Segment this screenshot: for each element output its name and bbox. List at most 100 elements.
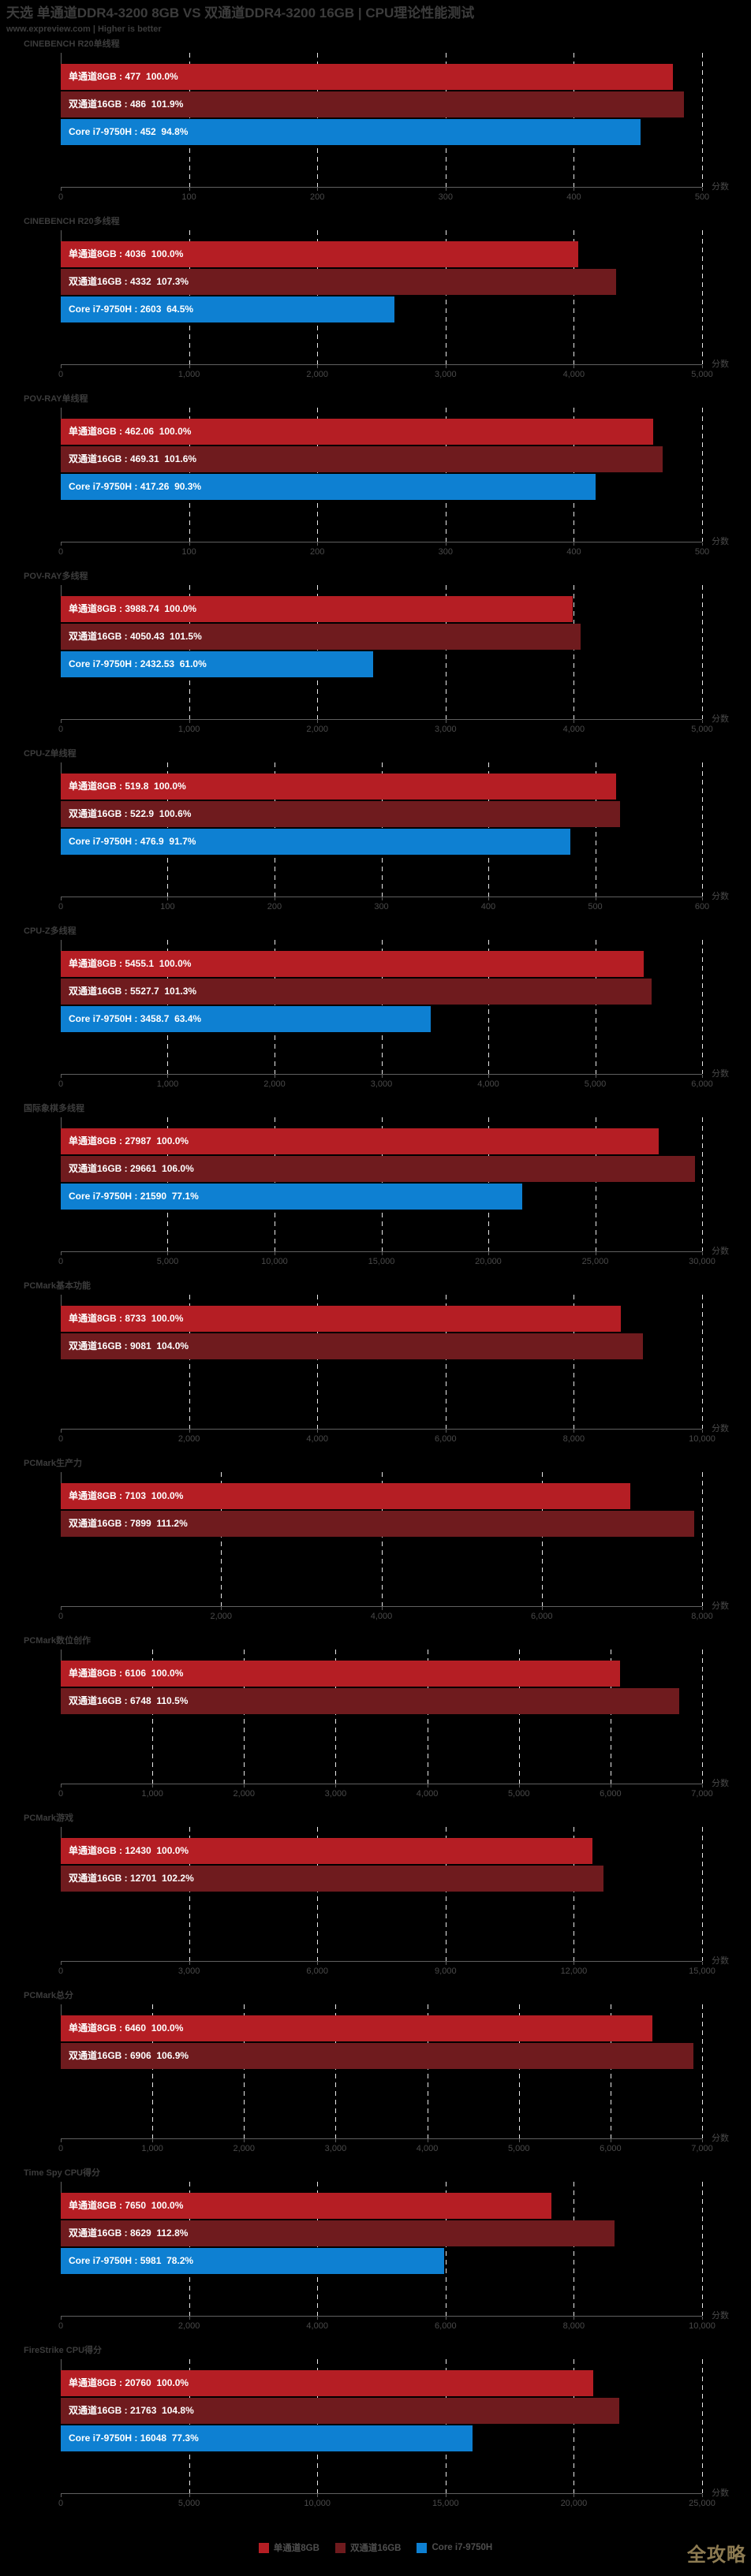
chart-title: CPU-Z多线程 (24, 926, 77, 936)
legend-item-dual-channel: 双通道16GB (334, 2541, 401, 2554)
tick-label: 400 (566, 192, 581, 202)
axis-zero-tick (61, 53, 62, 64)
benchmark-chart: CINEBENCH R20单线程 单通道8GB : 477 100.0% 双通道16… (0, 37, 751, 214)
plot: 单通道8GB : 6460 100.0% 双通道16GB : 6906 106.9… (61, 2004, 729, 2143)
bar-label: Core i7-9750H : 5981 78.2% (69, 2255, 194, 2266)
bar-label: 单通道8GB : 519.8 100.0% (69, 781, 186, 792)
plot: 单通道8GB : 7650 100.0% 双通道16GB : 8629 112.8… (61, 2182, 729, 2321)
tick-label: 3,000 (435, 725, 457, 734)
bar-core_i7: Core i7-9750H : 16048 77.3% (61, 2425, 473, 2451)
bar-label: 单通道8GB : 5455.1 100.0% (69, 958, 192, 969)
tick-mark (61, 2317, 62, 2320)
bar-single_channel: 单通道8GB : 519.8 100.0% (61, 774, 617, 800)
bar-single_channel: 单通道8GB : 3988.74 100.0% (61, 596, 573, 622)
tick-mark (488, 1252, 489, 1255)
tick-mark (189, 2317, 190, 2320)
plot: 单通道8GB : 20760 100.0% 双通道16GB : 21763 104… (61, 2359, 729, 2498)
tick-label: 15,000 (689, 1966, 716, 1976)
bar-label: 双通道16GB : 4050.43 101.5% (69, 631, 202, 642)
bar-label: 单通道8GB : 462.06 100.0% (69, 426, 192, 437)
tick-label: 6,000 (600, 1789, 622, 1799)
axis-ticks: 0 100 200 300 400 500 (58, 542, 709, 560)
tick-mark (702, 2317, 703, 2320)
legend-label-core-i7: Core i7-9750H (432, 2543, 493, 2552)
tick-label: 0 (58, 1966, 64, 1976)
bar-single_channel: 单通道8GB : 8733 100.0% (61, 1306, 621, 1332)
plot-area: 单通道8GB : 6460 100.0% 双通道16GB : 6906 106.9… (58, 2004, 729, 2157)
axis-ticks: 0 2,000 4,000 6,000 8,000 10,000 (58, 2317, 716, 2334)
tick-mark (518, 1784, 520, 1788)
axis-zero-tick (61, 408, 62, 419)
axis-zero-tick (61, 230, 62, 241)
bar-label: 双通道16GB : 4332 107.3% (69, 276, 189, 287)
plot: 单通道8GB : 519.8 100.0% 双通道16GB : 522.9 100… (61, 762, 729, 901)
bar-label: Core i7-9750H : 417.26 90.3% (69, 481, 202, 492)
axis-zero-tick (61, 1827, 62, 1838)
plot: 单通道8GB : 4036 100.0% 双通道16GB : 4332 107.3… (61, 230, 729, 369)
tick-label: 10,000 (689, 1434, 716, 1444)
watermark: 全攻略 (687, 2544, 746, 2566)
tick-mark (244, 1784, 245, 1788)
axis-zero-tick (61, 762, 62, 774)
tick-label: 5,000 (156, 1257, 179, 1266)
bar-label: 双通道16GB : 7899 111.2% (69, 1518, 188, 1529)
bar-label: 单通道8GB : 4036 100.0% (69, 248, 184, 259)
chart-title: PCMark总分 (24, 1991, 73, 2000)
plot-area: 单通道8GB : 27987 100.0% 双通道16GB : 29661 106… (58, 1117, 729, 1269)
bar-label: Core i7-9750H : 2603 64.5% (69, 304, 194, 315)
tick-mark (317, 188, 319, 191)
bar-dual_channel: 双通道16GB : 5527.7 101.3% (61, 979, 652, 1005)
tick-mark (189, 188, 190, 191)
bar-single_channel: 单通道8GB : 7103 100.0% (61, 1483, 630, 1509)
axis-unit-label: 分数 (712, 2311, 729, 2321)
plot-area: 单通道8GB : 12430 100.0% 双通道16GB : 12701 102… (58, 1827, 729, 1979)
tick-label: 2,000 (177, 1434, 200, 1444)
tick-label: 0 (58, 902, 64, 911)
plot: 单通道8GB : 6106 100.0% 双通道16GB : 6748 110.5… (61, 1650, 729, 1788)
bar-label: Core i7-9750H : 2432.53 61.0% (69, 658, 207, 669)
tick-mark (381, 1075, 383, 1078)
tick-mark (152, 2139, 154, 2142)
gridline (702, 230, 703, 364)
gridline (702, 1650, 703, 1784)
legend-item-core-i7: Core i7-9750H (417, 2542, 493, 2553)
benchmark-chart: POV-RAY单线程 单通道8GB : 462.06 100.0% 双通道16GB … (0, 392, 751, 569)
tick-label: 10,000 (304, 2499, 331, 2508)
page-subtitle: www.expreview.com | Higher is better (6, 24, 162, 34)
tick-label: 0 (58, 1079, 64, 1089)
chart-title: POV-RAY单线程 (24, 394, 88, 404)
axis-zero-tick (61, 2182, 62, 2193)
page-title: 天选 单通道DDR4-3200 8GB VS 双通道DDR4-3200 16GB… (6, 6, 475, 21)
tick-label: 4,000 (416, 2144, 439, 2153)
tick-mark (167, 897, 169, 900)
tick-mark (335, 2139, 337, 2142)
tick-label: 3,000 (370, 1079, 393, 1089)
tick-label: 6,000 (435, 2321, 457, 2331)
bar-core_i7: Core i7-9750H : 417.26 90.3% (61, 474, 596, 500)
tick-mark (61, 188, 62, 191)
bar-label: Core i7-9750H : 452 94.8% (69, 126, 189, 137)
tick-mark (317, 2317, 319, 2320)
gridline (335, 2004, 337, 2138)
bar-label: Core i7-9750H : 21590 77.1% (69, 1191, 199, 1202)
tick-mark (541, 1607, 543, 1610)
tick-mark (189, 365, 190, 368)
tick-label: 12,000 (560, 1966, 588, 1976)
gridline (541, 1472, 543, 1606)
tick-label: 8,000 (562, 1434, 585, 1444)
axis-unit-label: 分数 (712, 182, 729, 192)
axis-unit-label: 分数 (712, 1247, 729, 1256)
bar-core_i7: Core i7-9750H : 2432.53 61.0% (61, 651, 373, 677)
bar-core_i7: Core i7-9750H : 5981 78.2% (61, 2248, 445, 2274)
bar-single_channel: 单通道8GB : 6460 100.0% (61, 2015, 653, 2041)
gridline (488, 940, 489, 1074)
gridline (221, 1472, 222, 1606)
bar-label: 单通道8GB : 20760 100.0% (69, 2377, 189, 2388)
tick-label: 0 (58, 1257, 64, 1266)
bar-label: 双通道16GB : 5527.7 101.3% (69, 986, 197, 997)
legend-swatch-dual-channel (334, 2542, 346, 2553)
plot-area: 单通道8GB : 5455.1 100.0% 双通道16GB : 5527.7 1… (58, 940, 729, 1092)
plot-area: 单通道8GB : 20760 100.0% 双通道16GB : 21763 104… (58, 2359, 729, 2511)
tick-mark (317, 1962, 319, 1965)
